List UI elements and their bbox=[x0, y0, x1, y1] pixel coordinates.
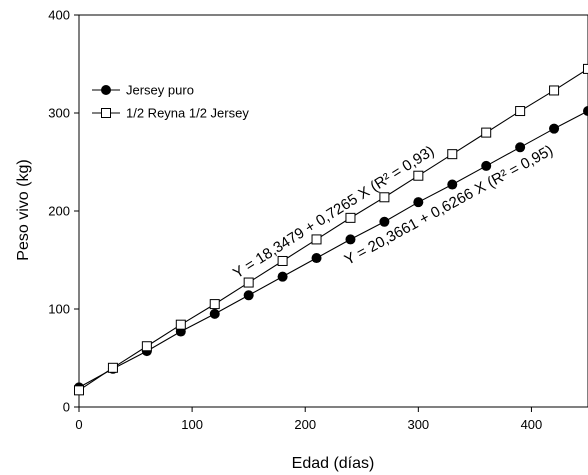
data-point bbox=[345, 234, 356, 245]
y-tick-label: 0 bbox=[63, 400, 70, 415]
regression-equation: Y = 20,3661 + 0,6266 X (R² = 0,95) bbox=[342, 142, 556, 269]
data-point bbox=[311, 234, 322, 245]
series-line bbox=[78, 110, 588, 388]
legend-marker bbox=[101, 85, 111, 95]
x-tick-label: 400 bbox=[521, 417, 543, 432]
y-tick-label: 100 bbox=[48, 302, 70, 317]
data-point bbox=[481, 160, 492, 171]
legend-item-2: 1/2 Reyna 1/2 Jersey bbox=[92, 106, 249, 121]
x-tick-label: 0 bbox=[75, 417, 82, 432]
data-point bbox=[413, 197, 424, 208]
data-point bbox=[209, 308, 220, 319]
y-tick-label: 300 bbox=[48, 106, 70, 121]
data-point bbox=[481, 127, 492, 138]
data-point bbox=[447, 149, 458, 160]
data-point bbox=[583, 106, 588, 117]
axis-ticks: 0 100 200 300 400 0 100 200 300 400 bbox=[48, 8, 542, 433]
legend: Jersey puro 1/2 Reyna 1/2 Jersey bbox=[92, 83, 249, 121]
series-line bbox=[78, 68, 588, 391]
data-point bbox=[311, 253, 322, 264]
data-point bbox=[515, 142, 526, 153]
data-point bbox=[583, 63, 588, 74]
data-point bbox=[107, 362, 118, 373]
data-point bbox=[243, 277, 254, 288]
data-point bbox=[413, 170, 424, 181]
series-2 bbox=[74, 63, 588, 396]
legend-item-1: Jersey puro bbox=[92, 83, 194, 98]
legend-label: Jersey puro bbox=[126, 83, 194, 98]
data-point bbox=[141, 341, 152, 352]
x-tick-label: 100 bbox=[181, 417, 203, 432]
data-point bbox=[345, 212, 356, 223]
regression-equation: Y = 18,3479 + 0,7265 X (R² = 0,93) bbox=[230, 143, 437, 283]
data-point bbox=[277, 255, 288, 266]
y-tick-label: 200 bbox=[48, 204, 70, 219]
data-point bbox=[549, 85, 560, 96]
y-tick-label: 400 bbox=[48, 8, 70, 23]
y-axis-title: Peso vivo (kg) bbox=[15, 159, 32, 260]
data-point bbox=[379, 192, 390, 203]
data-point bbox=[175, 319, 186, 330]
data-point bbox=[379, 216, 390, 227]
data-point bbox=[515, 106, 526, 117]
legend-label: 1/2 Reyna 1/2 Jersey bbox=[126, 106, 249, 121]
series-layer bbox=[74, 63, 588, 396]
data-point bbox=[243, 290, 254, 301]
data-point bbox=[549, 123, 560, 134]
data-point bbox=[277, 271, 288, 282]
x-axis-title: Edad (días) bbox=[292, 455, 375, 472]
x-tick-label: 300 bbox=[407, 417, 429, 432]
x-tick-label: 200 bbox=[294, 417, 316, 432]
data-point bbox=[209, 299, 220, 310]
data-point bbox=[74, 385, 84, 396]
legend-marker bbox=[101, 108, 111, 118]
data-point bbox=[447, 179, 458, 190]
